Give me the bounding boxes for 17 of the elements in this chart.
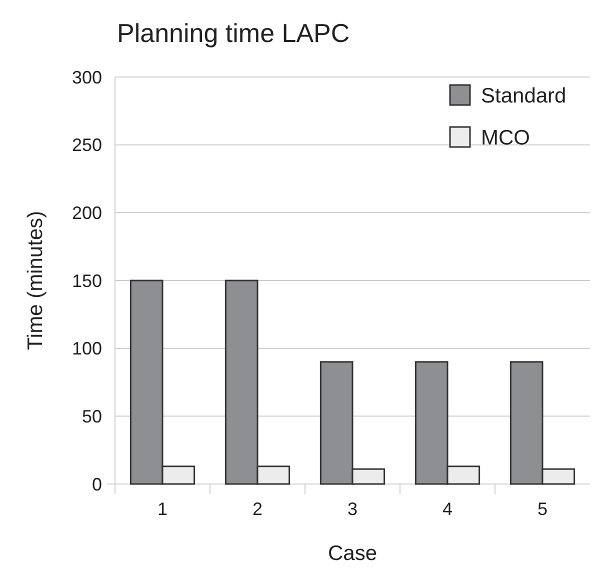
legend-label: Standard [481, 84, 566, 108]
y-tick-label: 0 [92, 474, 102, 494]
y-tick-label: 250 [72, 135, 102, 156]
y-tick-label: 200 [72, 202, 102, 223]
x-tick-label: 4 [442, 499, 453, 519]
x-tick-label: 2 [252, 499, 263, 519]
y-tick-label: 50 [82, 406, 102, 426]
legend-label: MCO [481, 126, 530, 150]
y-tick-label: 150 [72, 270, 102, 291]
x-tick-label: 5 [537, 499, 548, 519]
chart-title: Planning time LAPC [117, 18, 350, 48]
x-tick-label: 3 [347, 499, 358, 519]
x-tick-label: 1 [157, 499, 168, 519]
y-tick-label: 300 [72, 67, 102, 88]
x-axis-title: Case [328, 542, 378, 565]
y-axis-title: Time (minutes) [24, 210, 47, 350]
y-tick-label: 100 [72, 338, 102, 359]
